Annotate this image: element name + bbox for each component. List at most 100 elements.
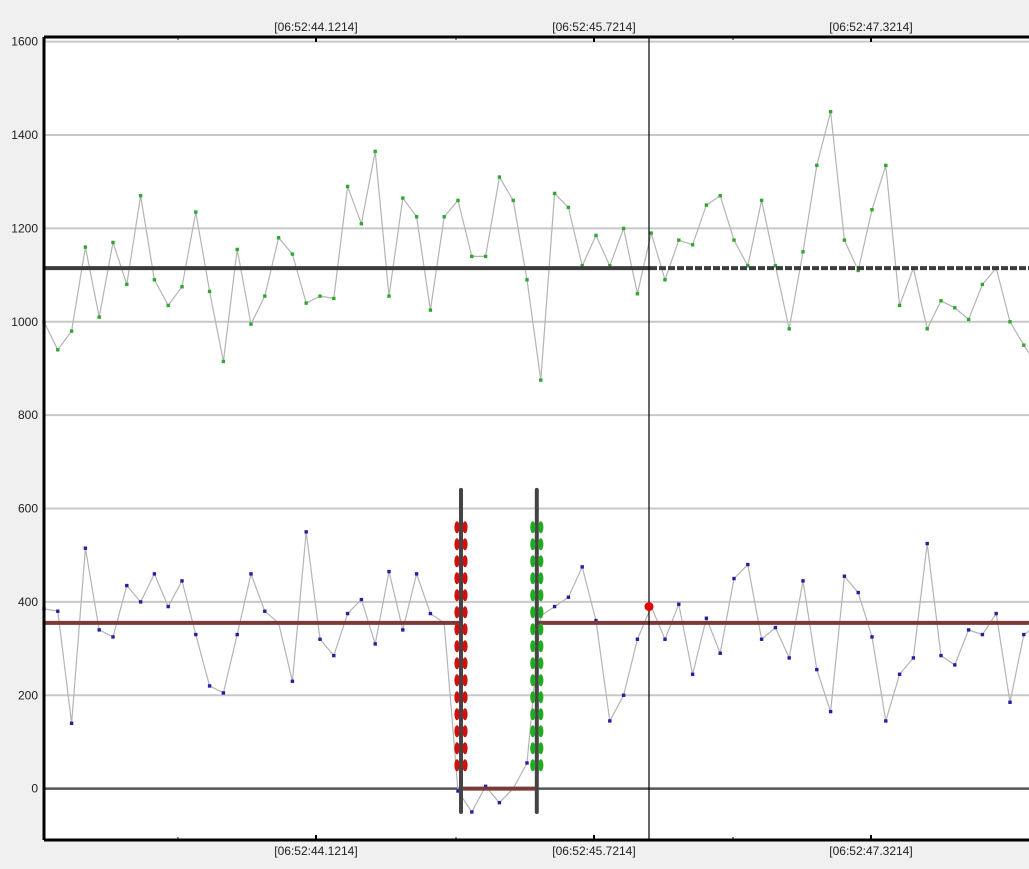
cursor[interactable] bbox=[644, 37, 654, 840]
data-point bbox=[552, 191, 557, 196]
data-point bbox=[649, 231, 653, 235]
y-tick-label: 800 bbox=[18, 408, 38, 422]
data-point bbox=[207, 684, 212, 688]
selection-marker bbox=[462, 538, 468, 551]
selection-marker bbox=[538, 555, 544, 568]
data-point bbox=[401, 628, 405, 632]
selection-marker bbox=[530, 555, 536, 568]
data-point bbox=[97, 315, 101, 319]
data-point bbox=[539, 378, 543, 382]
data-point bbox=[304, 301, 308, 305]
x-tick-label-bottom: [06:52:45.7214] bbox=[552, 844, 635, 858]
data-point bbox=[677, 602, 681, 606]
data-point bbox=[966, 628, 971, 632]
data-point bbox=[318, 294, 322, 298]
data-point bbox=[746, 562, 750, 567]
selection-marker bbox=[530, 606, 536, 619]
selection-marker bbox=[462, 606, 468, 619]
data-point bbox=[373, 149, 377, 154]
data-point bbox=[304, 530, 308, 534]
data-point bbox=[566, 205, 571, 210]
y-tick-label: 1400 bbox=[11, 128, 38, 142]
data-point bbox=[704, 203, 709, 207]
data-point bbox=[166, 604, 170, 609]
data-point bbox=[759, 198, 764, 203]
data-point bbox=[180, 579, 184, 583]
selection-marker bbox=[538, 708, 544, 721]
axis-labels: 0 200 400 600 800 1000 1200 1400 1600 [06:52:44.1… bbox=[11, 20, 912, 858]
data-point bbox=[525, 278, 529, 282]
data-point bbox=[497, 175, 502, 179]
data-point bbox=[138, 600, 143, 604]
data-point bbox=[332, 296, 336, 301]
selection-marker bbox=[454, 538, 460, 551]
x-tick-label-bottom: [06:52:44.1214] bbox=[274, 844, 357, 858]
data-point bbox=[635, 292, 640, 296]
data-point bbox=[1008, 700, 1012, 704]
data-point bbox=[345, 184, 350, 189]
data-point bbox=[1022, 632, 1026, 637]
selection-marker bbox=[530, 572, 536, 585]
data-point bbox=[663, 278, 667, 282]
selection-marker bbox=[530, 674, 536, 687]
data-point bbox=[249, 322, 253, 326]
selection-marker bbox=[462, 708, 468, 721]
data-point bbox=[718, 651, 722, 655]
data-point bbox=[456, 198, 460, 203]
y-tick-label: 200 bbox=[18, 688, 38, 702]
data-point bbox=[580, 264, 584, 268]
data-point bbox=[870, 635, 874, 639]
selection-marker bbox=[530, 623, 536, 636]
data-point bbox=[856, 268, 860, 273]
selection-marker bbox=[462, 555, 468, 568]
selection-marker bbox=[538, 674, 544, 687]
data-point bbox=[566, 595, 571, 599]
data-point bbox=[608, 719, 612, 723]
data-point bbox=[125, 583, 129, 588]
y-tick-label: 600 bbox=[18, 502, 38, 516]
data-point bbox=[180, 285, 184, 289]
selection-marker bbox=[454, 589, 460, 602]
data-point bbox=[263, 609, 267, 613]
x-tick-label-top: [06:52:44.1214] bbox=[274, 20, 357, 34]
data-point bbox=[966, 317, 971, 322]
data-point bbox=[194, 210, 198, 214]
data-point bbox=[525, 761, 529, 765]
data-point bbox=[939, 299, 943, 303]
selection-brace[interactable] bbox=[454, 487, 544, 814]
data-point bbox=[442, 215, 446, 219]
y-tick-label: 1600 bbox=[11, 35, 38, 49]
data-point bbox=[221, 691, 226, 695]
data-point bbox=[470, 810, 474, 814]
selection-marker bbox=[538, 572, 544, 585]
selection-marker bbox=[530, 657, 536, 670]
data-point bbox=[787, 327, 791, 331]
data-point bbox=[194, 632, 198, 637]
y-tick-label: 0 bbox=[31, 782, 38, 796]
data-point bbox=[773, 264, 778, 268]
plot-frame bbox=[42, 35, 1029, 842]
x-tick-label-top: [06:52:47.3214] bbox=[829, 20, 912, 34]
data-point bbox=[552, 604, 557, 609]
selection-marker bbox=[538, 759, 544, 772]
data-point bbox=[704, 616, 709, 620]
data-point bbox=[621, 226, 626, 231]
data-point bbox=[897, 303, 902, 308]
data-point bbox=[276, 236, 281, 240]
data-point bbox=[884, 163, 888, 168]
data-point bbox=[69, 329, 74, 333]
data-point bbox=[414, 572, 419, 576]
selection-marker bbox=[462, 640, 468, 653]
selection-marker bbox=[454, 708, 460, 721]
x-tick-label-bottom: [06:52:47.3214] bbox=[829, 844, 912, 858]
selection-marker bbox=[454, 606, 460, 619]
selection-marker bbox=[462, 674, 468, 687]
selection-marker bbox=[530, 640, 536, 653]
data-point bbox=[635, 637, 640, 641]
mean-lines bbox=[44, 266, 1029, 791]
selection-marker bbox=[530, 538, 536, 551]
data-point bbox=[497, 800, 502, 805]
data-point bbox=[56, 609, 60, 613]
